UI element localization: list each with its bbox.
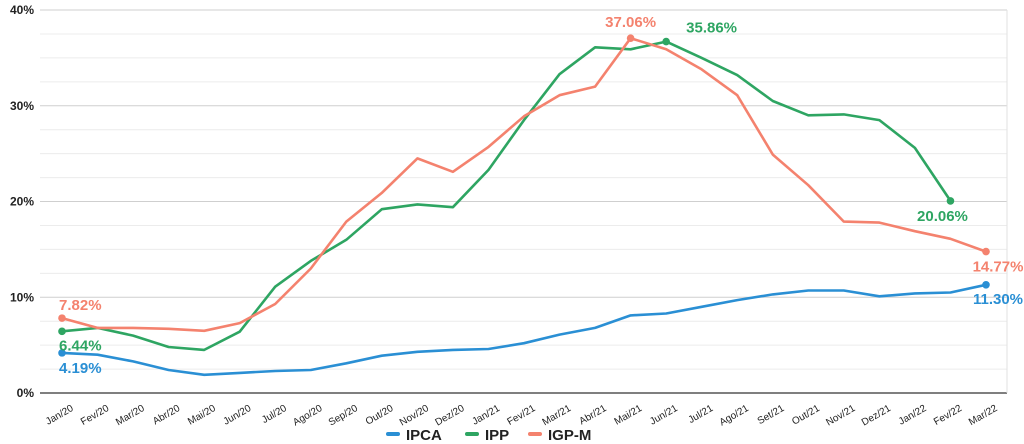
x-tick-label: Mai/20 <box>186 403 218 428</box>
legend-swatch <box>528 432 542 436</box>
series-line-igp-m <box>60 36 988 333</box>
data-label: 35.86% <box>686 20 737 37</box>
point-marker <box>982 247 990 256</box>
x-tick-label: Ago/21 <box>718 403 751 429</box>
point-marker <box>982 281 990 289</box>
x-tick-label: Nov/20 <box>398 403 431 429</box>
y-tick-label: 0% <box>17 386 35 400</box>
x-tick-label: Nov/21 <box>824 403 857 429</box>
legend-item-ipca: IPCA <box>386 427 442 444</box>
point-marker <box>946 197 955 205</box>
x-tick-label: Jan/21 <box>470 403 502 428</box>
series-line-ipp <box>60 40 952 352</box>
data-label: 14.77% <box>973 259 1024 276</box>
series-line-ipca <box>60 283 988 377</box>
point-marker <box>58 314 66 322</box>
point-marker <box>626 34 635 42</box>
x-tick-label: Jan/22 <box>897 403 929 428</box>
x-tick-label: Jul/21 <box>687 403 716 426</box>
series-lines <box>60 36 988 377</box>
x-tick-label: Dez/21 <box>860 403 893 429</box>
data-label: 11.30% <box>973 291 1023 308</box>
x-axis: Jan/20 Fev/20 Mar/20 Abr/20 Mai/20 Jun/20 Jul/… <box>44 403 1000 429</box>
x-tick-label: Abr/20 <box>151 403 182 427</box>
data-label: 20.06% <box>917 208 968 225</box>
x-tick-label: Mar/20 <box>114 403 147 428</box>
x-tick-label: Out/20 <box>364 403 396 428</box>
y-tick-label: 40% <box>10 3 34 17</box>
x-tick-label: Sep/20 <box>327 403 360 429</box>
y-tick-label: 20% <box>10 195 34 209</box>
x-tick-label: Fev/21 <box>506 403 538 428</box>
x-tick-label: Mar/21 <box>541 403 574 428</box>
data-label: 6.44% <box>59 337 102 354</box>
point-marker <box>662 37 670 46</box>
x-tick-label: Jul/20 <box>260 403 289 426</box>
x-tick-label: Jun/20 <box>222 403 254 428</box>
y-axis: 0% 10% 20% 30% 40% <box>10 3 34 400</box>
point-marker <box>58 327 66 336</box>
legend-swatch <box>386 432 400 436</box>
x-tick-label: Fev/20 <box>79 403 111 428</box>
y-tick-label: 30% <box>10 99 34 113</box>
legend-item-ipp: IPP <box>465 427 509 444</box>
legend-label: IGP-M <box>548 427 591 444</box>
data-labels: 4.19% 11.30% 6.44% 35.86% 20.06% 7.82% 37.06% 1… <box>58 14 1023 377</box>
x-tick-label: Mai/21 <box>613 403 645 428</box>
data-label: 4.19% <box>59 360 102 377</box>
x-tick-label: Mar/22 <box>967 403 1000 428</box>
x-tick-label: Jun/21 <box>648 403 680 428</box>
data-label: 7.82% <box>59 297 102 314</box>
x-tick-label: Jan/20 <box>44 403 76 428</box>
legend-label: IPCA <box>406 427 442 444</box>
y-tick-label: 10% <box>10 290 34 304</box>
point-marker <box>58 349 66 357</box>
x-tick-label: Set/21 <box>756 403 787 427</box>
gridlines <box>40 9 1008 394</box>
legend-swatch <box>465 432 479 436</box>
x-tick-label: Dez/20 <box>433 403 466 429</box>
x-tick-label: Out/21 <box>790 403 822 428</box>
x-tick-label: Abr/21 <box>578 403 609 427</box>
x-tick-label: Fev/22 <box>932 403 964 428</box>
x-tick-label: Ago/20 <box>291 403 324 429</box>
legend: IPCA IPP IGP-M <box>386 427 591 444</box>
data-label: 37.06% <box>605 14 656 31</box>
legend-item-igp-m: IGP-M <box>528 427 591 444</box>
legend-label: IPP <box>485 427 509 444</box>
